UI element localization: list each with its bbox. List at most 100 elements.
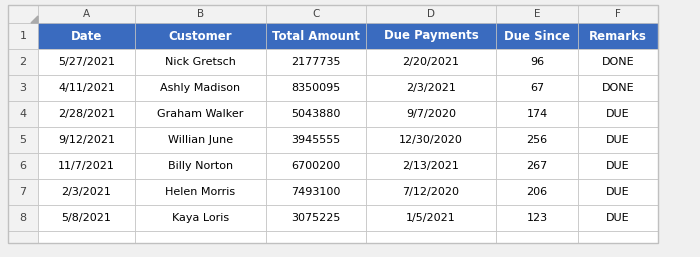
Text: 3075225: 3075225 xyxy=(291,213,341,223)
Text: 7/12/2020: 7/12/2020 xyxy=(402,187,459,197)
Bar xyxy=(266,23,366,49)
Bar xyxy=(496,205,578,231)
Text: Kaya Loris: Kaya Loris xyxy=(172,213,229,223)
Bar xyxy=(496,23,578,49)
Bar xyxy=(8,75,38,101)
Bar xyxy=(266,179,366,205)
Bar xyxy=(366,5,496,23)
Text: 96: 96 xyxy=(530,57,544,67)
Text: 5/27/2021: 5/27/2021 xyxy=(58,57,115,67)
Bar xyxy=(578,49,658,75)
Bar xyxy=(366,23,496,49)
Bar xyxy=(38,5,135,23)
Bar xyxy=(366,205,496,231)
Bar xyxy=(8,101,38,127)
Text: Graham Walker: Graham Walker xyxy=(158,109,244,119)
Text: DUE: DUE xyxy=(606,109,630,119)
Bar xyxy=(366,231,496,243)
Bar xyxy=(38,101,135,127)
Text: 4/11/2021: 4/11/2021 xyxy=(58,83,115,93)
Bar xyxy=(38,153,135,179)
Bar xyxy=(38,49,135,75)
Bar xyxy=(366,101,496,127)
Bar xyxy=(135,75,266,101)
Bar xyxy=(38,231,135,243)
Text: 267: 267 xyxy=(526,161,547,171)
Text: 123: 123 xyxy=(526,213,547,223)
Text: DUE: DUE xyxy=(606,187,630,197)
Text: C: C xyxy=(312,9,320,19)
Text: 4: 4 xyxy=(20,109,27,119)
Bar xyxy=(8,23,38,49)
Text: Due Since: Due Since xyxy=(504,30,570,42)
Bar xyxy=(366,49,496,75)
Bar xyxy=(578,101,658,127)
Bar xyxy=(366,127,496,153)
Text: 2/13/2021: 2/13/2021 xyxy=(402,161,459,171)
Bar xyxy=(266,75,366,101)
Text: A: A xyxy=(83,9,90,19)
Bar xyxy=(38,23,135,49)
Text: Customer: Customer xyxy=(169,30,232,42)
Bar xyxy=(8,231,38,243)
Text: DUE: DUE xyxy=(606,135,630,145)
Bar xyxy=(266,49,366,75)
Bar xyxy=(266,153,366,179)
Text: E: E xyxy=(533,9,540,19)
Bar xyxy=(578,231,658,243)
Text: 3: 3 xyxy=(20,83,27,93)
Bar xyxy=(38,205,135,231)
Text: 2/3/2021: 2/3/2021 xyxy=(406,83,456,93)
Text: 2/28/2021: 2/28/2021 xyxy=(58,109,115,119)
Bar xyxy=(135,153,266,179)
Text: Billy Norton: Billy Norton xyxy=(168,161,233,171)
Bar xyxy=(496,179,578,205)
Text: 8350095: 8350095 xyxy=(291,83,341,93)
Text: DUE: DUE xyxy=(606,213,630,223)
Polygon shape xyxy=(31,16,38,23)
Bar xyxy=(578,205,658,231)
Bar xyxy=(496,5,578,23)
Bar xyxy=(578,127,658,153)
Text: 5/8/2021: 5/8/2021 xyxy=(62,213,111,223)
Bar xyxy=(496,101,578,127)
Text: 7493100: 7493100 xyxy=(291,187,341,197)
Bar xyxy=(38,127,135,153)
Text: 1: 1 xyxy=(20,31,27,41)
Bar xyxy=(496,231,578,243)
Text: 2/3/2021: 2/3/2021 xyxy=(62,187,111,197)
Bar xyxy=(366,75,496,101)
Bar xyxy=(135,101,266,127)
Text: 256: 256 xyxy=(526,135,547,145)
Bar xyxy=(38,179,135,205)
Bar xyxy=(266,101,366,127)
Bar xyxy=(266,205,366,231)
Text: 206: 206 xyxy=(526,187,547,197)
Bar xyxy=(135,205,266,231)
Text: DONE: DONE xyxy=(602,57,634,67)
Bar xyxy=(135,127,266,153)
Bar xyxy=(496,49,578,75)
Bar xyxy=(8,5,38,23)
Bar xyxy=(578,153,658,179)
Bar xyxy=(578,23,658,49)
Text: Willian June: Willian June xyxy=(168,135,233,145)
Text: 67: 67 xyxy=(530,83,544,93)
Bar xyxy=(8,49,38,75)
Bar xyxy=(38,75,135,101)
Text: Helen Morris: Helen Morris xyxy=(165,187,236,197)
Text: 5: 5 xyxy=(20,135,27,145)
Bar xyxy=(496,75,578,101)
Text: 2/20/2021: 2/20/2021 xyxy=(402,57,459,67)
Bar xyxy=(135,49,266,75)
Text: DUE: DUE xyxy=(606,161,630,171)
Text: Remarks: Remarks xyxy=(589,30,647,42)
Text: F: F xyxy=(615,9,621,19)
Text: 9/7/2020: 9/7/2020 xyxy=(406,109,456,119)
Text: 2: 2 xyxy=(20,57,27,67)
Text: Nick Gretsch: Nick Gretsch xyxy=(165,57,236,67)
Bar xyxy=(266,231,366,243)
Bar xyxy=(578,5,658,23)
Text: B: B xyxy=(197,9,204,19)
Text: 6: 6 xyxy=(20,161,27,171)
